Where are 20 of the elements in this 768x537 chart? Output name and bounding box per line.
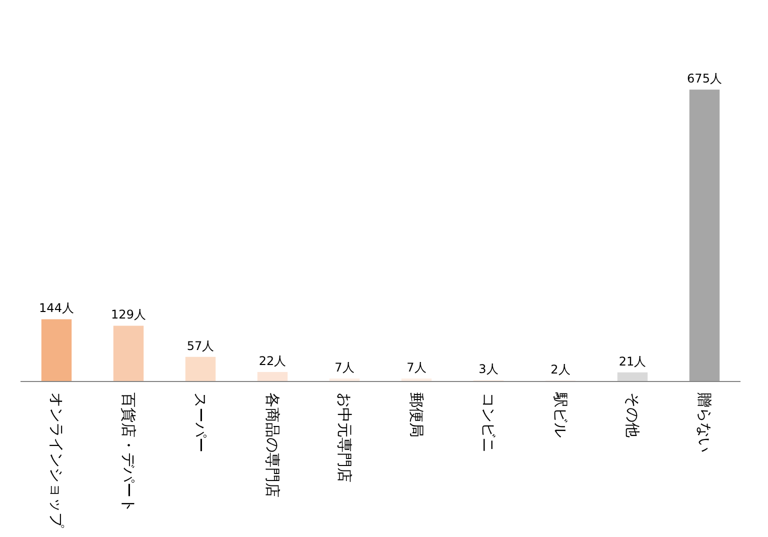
x-tick-label: スーパー bbox=[192, 392, 210, 452]
data-label: 22人 bbox=[258, 354, 286, 368]
data-label: 7人 bbox=[406, 360, 426, 374]
data-label: 2人 bbox=[550, 362, 570, 377]
data-label: 675人 bbox=[687, 72, 722, 86]
data-label: 57人 bbox=[186, 338, 214, 353]
x-tick-label: 駅ビル bbox=[552, 392, 570, 438]
x-tick-label: 贈らない bbox=[696, 392, 714, 452]
x-tick-label: コンビニ bbox=[480, 392, 498, 452]
data-label: 3人 bbox=[478, 362, 498, 376]
x-tick-label: お中元専門店 bbox=[336, 392, 354, 482]
x-tick-label: 百貨店・デパート bbox=[120, 392, 138, 512]
data-label: 144人 bbox=[39, 301, 74, 316]
data-label: 21人 bbox=[618, 354, 646, 368]
x-tick-label: その他 bbox=[624, 392, 642, 438]
x-tick-label: 各商品の専門店 bbox=[264, 392, 282, 498]
x-tick-label: 郵便局 bbox=[408, 392, 426, 438]
data-label: 129人 bbox=[111, 308, 146, 322]
x-tick-label: オンラインショップ bbox=[48, 392, 66, 528]
data-label: 7人 bbox=[334, 360, 354, 374]
